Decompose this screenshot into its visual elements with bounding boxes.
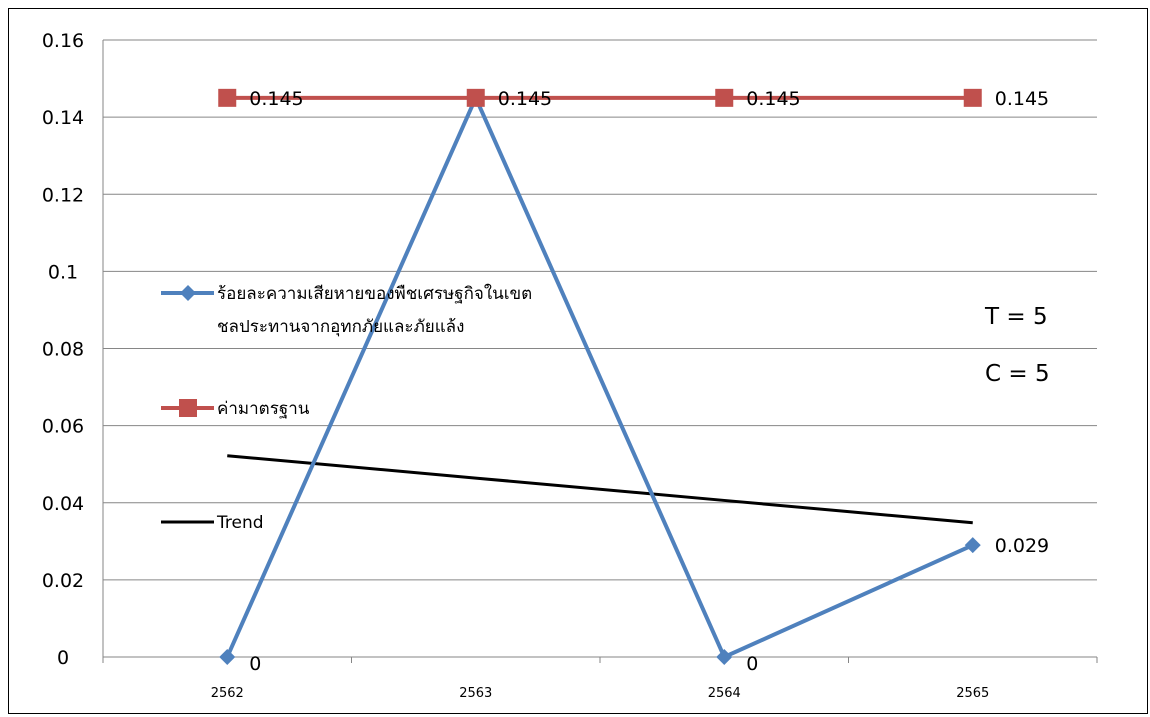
data-label: 0.029 — [995, 535, 1049, 557]
data-point-square — [218, 88, 237, 107]
data-label: 0.145 — [995, 88, 1049, 110]
data-label: 0.145 — [498, 88, 552, 110]
data-label: 0 — [746, 653, 758, 675]
y-tick-label: 0.04 — [42, 493, 84, 515]
y-tick-label: 0.06 — [42, 416, 84, 438]
series-line — [227, 454, 973, 525]
annotation-text: C = 5 — [985, 361, 1050, 387]
x-tick-label: 2563 — [459, 686, 492, 701]
y-tick-label: 0.02 — [42, 570, 84, 592]
data-point-diamond — [716, 649, 733, 665]
y-tick-label: 0.16 — [42, 30, 84, 52]
data-point-diamond — [964, 537, 981, 554]
data-point-square — [963, 88, 982, 107]
data-point-square — [466, 88, 485, 107]
legend-label: ร้อยละความเสียหายของพืชเศรษฐกิจในเขต — [217, 283, 532, 304]
chart-frame — [8, 8, 1148, 714]
x-tick-label: 2562 — [211, 686, 244, 701]
series-line — [225, 92, 974, 660]
y-tick-label: 0.1 — [48, 261, 78, 283]
x-tick-label: 2564 — [708, 686, 741, 701]
data-point-square — [715, 88, 734, 107]
data-label: 0.145 — [746, 88, 800, 110]
data-label: 0.145 — [249, 88, 303, 110]
x-tick-label: 2565 — [956, 686, 989, 701]
legend-label: Trend — [216, 513, 264, 533]
y-tick-label: 0.08 — [42, 339, 84, 361]
data-point-square — [179, 399, 197, 417]
data-label: 0 — [249, 653, 261, 675]
legend-label: ค่ามาตรฐาน — [217, 399, 310, 419]
legend-label: ชลประทานจากอุทกภัยและภัยแล้ง — [217, 317, 464, 337]
data-point-diamond — [219, 649, 236, 665]
y-tick-label: 0.12 — [42, 184, 84, 206]
data-point-diamond — [180, 285, 196, 301]
y-tick-label: 0.14 — [42, 107, 84, 129]
annotation-text: T = 5 — [984, 304, 1048, 330]
y-tick-label: 0 — [57, 647, 69, 669]
